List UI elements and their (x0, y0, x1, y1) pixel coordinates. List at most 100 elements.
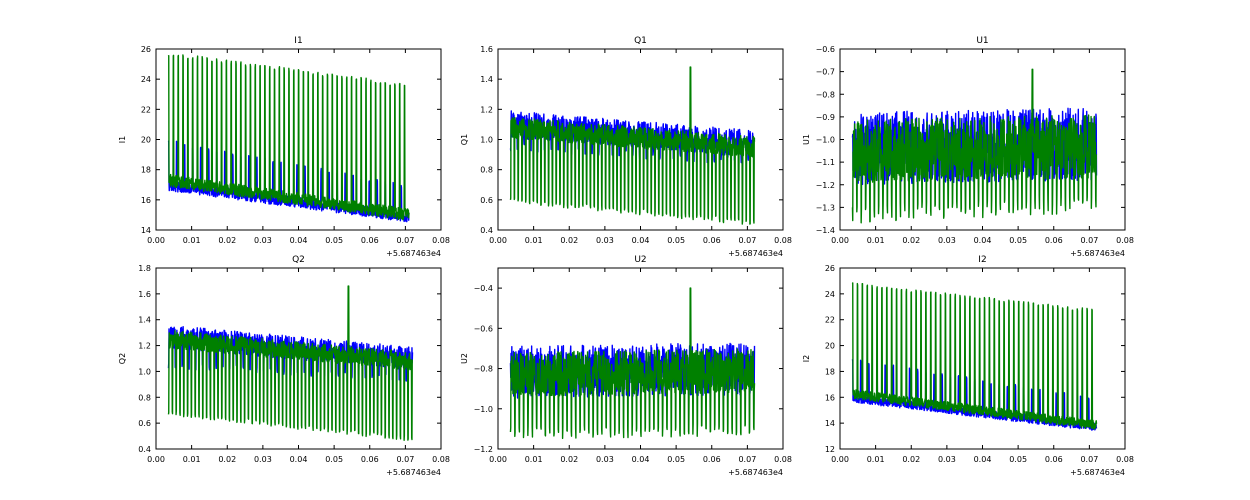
chart-title: I1 (294, 36, 302, 46)
x-tick-label: 0.04 (632, 455, 650, 464)
x-tick-label: 0.02 (560, 236, 578, 245)
series-group (851, 282, 1098, 431)
y-tick-label: 0.6 (480, 196, 493, 205)
series-line-2 (851, 68, 1098, 224)
series-group (509, 287, 756, 440)
series-group (509, 66, 756, 225)
x-offset-label: +5.687463e4 (386, 249, 441, 258)
x-tick-label: 0.03 (254, 236, 272, 245)
x-tick-label: 0.04 (974, 455, 992, 464)
y-tick-label: 22 (825, 316, 835, 325)
x-tick-label: 0.03 (596, 236, 614, 245)
x-tick-label: 0.00 (147, 455, 165, 464)
y-tick-label: 1.8 (138, 264, 151, 273)
y-tick-label: 18 (825, 367, 835, 376)
x-tick-label: 0.08 (432, 455, 450, 464)
x-tick-label: 0.00 (489, 236, 507, 245)
x-tick-label: 0.08 (774, 236, 792, 245)
y-tick-label: 1.2 (480, 105, 493, 114)
x-tick-label: 0.07 (396, 455, 414, 464)
x-tick-label: 0.00 (489, 455, 507, 464)
series-line-2 (509, 287, 756, 440)
x-tick-label: 0.06 (361, 455, 379, 464)
y-tick-label: 12 (825, 445, 835, 454)
y-tick-label: −1.2 (474, 445, 493, 454)
x-tick-label: 0.04 (290, 236, 308, 245)
x-tick-label: 0.01 (525, 236, 543, 245)
series-group (167, 54, 410, 223)
y-tick-label: 14 (141, 226, 151, 235)
series-line-2 (509, 66, 756, 225)
y-tick-label: 1.6 (138, 290, 151, 299)
x-tick-label: 0.05 (1009, 455, 1027, 464)
chart-title: I2 (978, 255, 986, 265)
y-tick-label: 1.2 (138, 342, 151, 351)
subplot-i2: 0.00 0.01 0.02 0.03 0.04 0.05 0.06 0.07 0.08 12 14… (802, 255, 1134, 477)
y-tick-label: 24 (825, 290, 835, 299)
x-offset-label: +5.687463e4 (728, 468, 783, 477)
y-tick-label: 0.4 (138, 445, 151, 454)
x-tick-label: 0.00 (831, 236, 849, 245)
subplot-grid: 0.00 0.01 0.02 0.03 0.04 0.05 0.06 0.07 0.08 14 16… (118, 36, 1134, 477)
y-tick-label: −0.4 (474, 284, 493, 293)
y-tick-label: 22 (141, 105, 151, 114)
series-line-2 (167, 54, 410, 221)
subplot-i1: 0.00 0.01 0.02 0.03 0.04 0.05 0.06 0.07 0.08 14 16… (118, 36, 450, 258)
x-tick-label: 0.06 (703, 236, 721, 245)
y-tick-label: 0.4 (480, 226, 493, 235)
x-tick-label: 0.01 (183, 236, 201, 245)
y-tick-label: −1.0 (474, 405, 493, 414)
x-offset-label: +5.687463e4 (386, 468, 441, 477)
x-tick-label: 0.01 (183, 455, 201, 464)
y-tick-label: −0.9 (816, 113, 835, 122)
y-axis-label: I2 (802, 355, 811, 362)
y-tick-label: 1.6 (480, 45, 493, 54)
series-line-2 (851, 282, 1098, 430)
y-tick-label: −1.1 (816, 158, 835, 167)
x-tick-label: 0.07 (738, 455, 756, 464)
y-tick-label: 16 (141, 196, 151, 205)
x-tick-label: 0.08 (1116, 236, 1134, 245)
x-tick-label: 0.01 (867, 236, 885, 245)
y-axis-label: U2 (460, 353, 469, 364)
x-tick-label: 0.07 (396, 236, 414, 245)
y-tick-label: 20 (825, 342, 835, 351)
x-tick-label: 0.02 (218, 236, 236, 245)
chart-title: U1 (976, 36, 988, 46)
x-tick-label: 0.00 (831, 455, 849, 464)
y-tick-label: 14 (825, 419, 835, 428)
y-tick-label: 1.0 (480, 136, 493, 145)
x-tick-label: 0.02 (902, 455, 920, 464)
subplot-u1: 0.00 0.01 0.02 0.03 0.04 0.05 0.06 0.07 0.08 −1.4… (802, 36, 1134, 258)
y-tick-label: −1.0 (816, 136, 835, 145)
subplot-q1: 0.00 0.01 0.02 0.03 0.04 0.05 0.06 0.07 0.08 0.4 0… (460, 36, 792, 258)
y-tick-label: 20 (141, 136, 151, 145)
x-tick-label: 0.08 (774, 455, 792, 464)
y-tick-label: 24 (141, 75, 151, 84)
x-tick-label: 0.08 (432, 236, 450, 245)
subplot-u2: 0.00 0.01 0.02 0.03 0.04 0.05 0.06 0.07 0.08 −1.2… (460, 255, 792, 477)
x-tick-label: 0.05 (325, 455, 343, 464)
x-tick-label: 0.04 (632, 236, 650, 245)
x-tick-label: 0.07 (1080, 236, 1098, 245)
subplot-q2: 0.00 0.01 0.02 0.03 0.04 0.05 0.06 0.07 0.08 0.4 0… (118, 255, 450, 477)
chart-title: Q1 (634, 36, 647, 46)
x-offset-label: +5.687463e4 (1070, 468, 1125, 477)
x-tick-label: 0.01 (867, 455, 885, 464)
y-tick-label: 0.8 (138, 393, 151, 402)
y-tick-label: −0.6 (474, 324, 493, 333)
x-tick-label: 0.01 (525, 455, 543, 464)
y-tick-label: −1.3 (816, 203, 835, 212)
y-tick-label: 0.6 (138, 419, 151, 428)
x-tick-label: 0.04 (290, 455, 308, 464)
series-group (851, 68, 1098, 224)
x-tick-label: 0.05 (667, 236, 685, 245)
x-tick-label: 0.07 (738, 236, 756, 245)
x-tick-label: 0.03 (938, 236, 956, 245)
y-tick-label: 18 (141, 166, 151, 175)
x-tick-label: 0.02 (902, 236, 920, 245)
y-tick-label: −0.8 (474, 365, 493, 374)
x-tick-label: 0.03 (596, 455, 614, 464)
y-tick-label: −0.6 (816, 45, 835, 54)
